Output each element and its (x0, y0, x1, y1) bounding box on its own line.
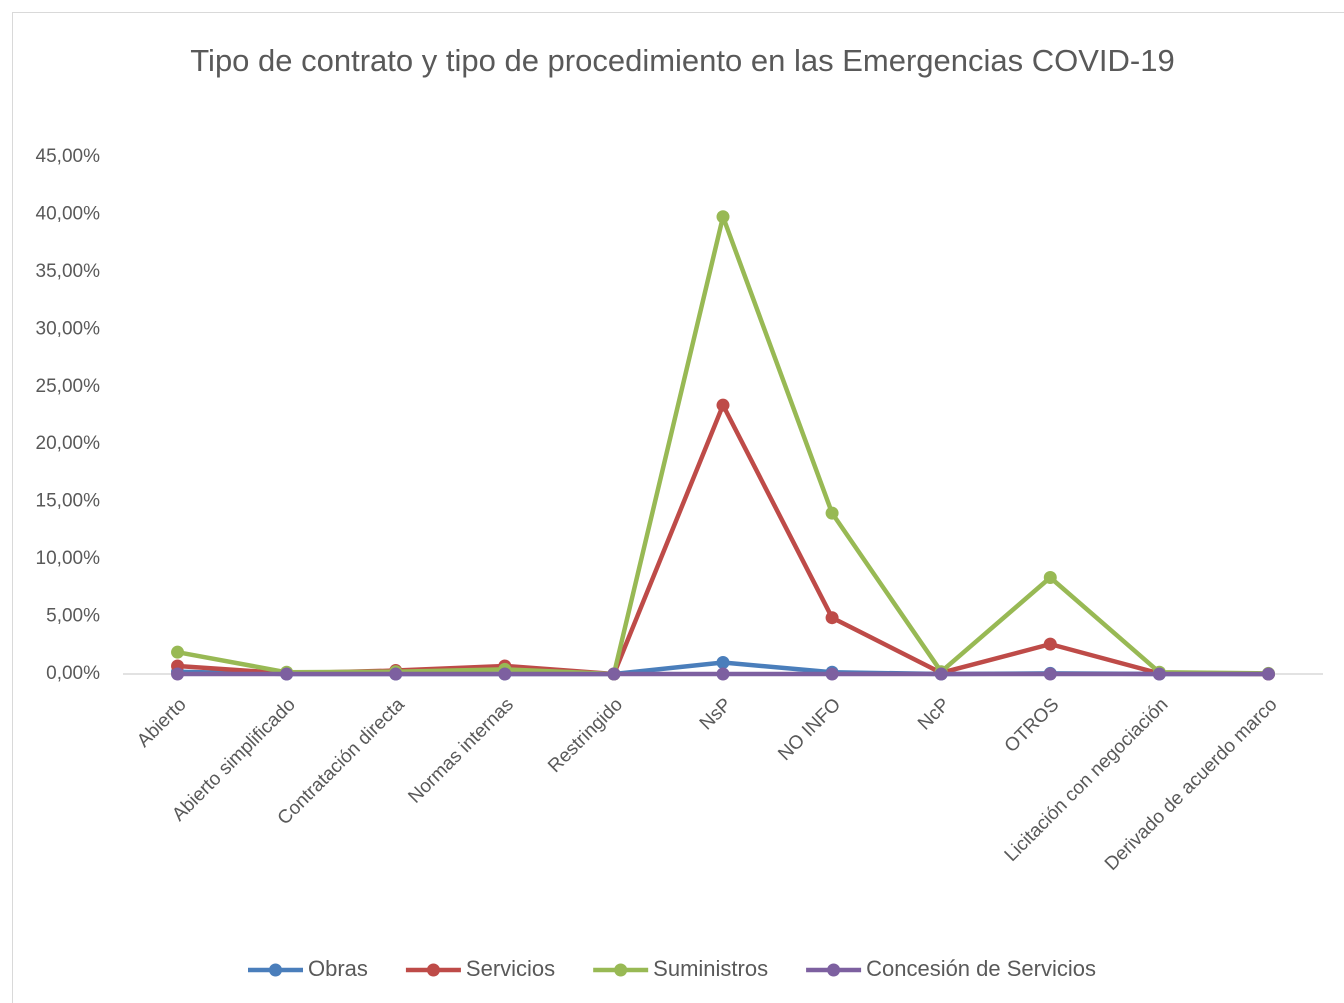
data-point (280, 667, 294, 681)
y-tick-label: 10,00% (36, 548, 101, 569)
legend-marker (827, 963, 841, 977)
y-tick-label: 35,00% (36, 261, 101, 282)
data-point (1043, 667, 1057, 681)
legend-label: Servicios (466, 956, 555, 981)
y-tick-label: 20,00% (36, 433, 101, 454)
chart-border (12, 12, 1344, 1003)
chart-title: Tipo de contrato y tipo de procedimiento… (190, 43, 1175, 78)
y-tick-label: 30,00% (36, 318, 101, 339)
data-point (607, 667, 621, 681)
x-tick-label: NO INFO (774, 694, 845, 765)
legend-label: Concesión de Servicios (866, 956, 1096, 981)
data-point (716, 398, 730, 412)
x-tick-label: Normas internas (404, 694, 517, 807)
data-point (1043, 570, 1057, 584)
data-point (716, 656, 730, 670)
series-line (177, 402, 1269, 677)
x-tick-label: NcP (914, 694, 954, 734)
data-point (1043, 637, 1057, 651)
legend-label: Obras (308, 956, 368, 981)
data-point (716, 210, 730, 224)
x-tick-label: Derivado de acuerdo marco (1101, 694, 1282, 875)
legend-label: Suministros (653, 956, 768, 981)
data-point (1152, 667, 1166, 681)
series-line (177, 214, 1269, 677)
legend-marker (269, 963, 282, 977)
x-tick-label: Abierto simplificado (168, 694, 299, 825)
y-tick-label: 25,00% (36, 376, 101, 397)
data-point (1261, 667, 1275, 681)
y-tick-label: 5,00% (46, 606, 100, 627)
y-tick-label: 15,00% (36, 491, 101, 512)
data-point (171, 667, 185, 681)
data-point (716, 667, 730, 681)
data-point (825, 506, 839, 520)
x-tick-label: OTROS (1001, 694, 1064, 757)
data-point (934, 667, 948, 681)
data-point (389, 667, 403, 681)
y-tick-label: 0,00% (46, 663, 100, 684)
data-point (171, 645, 185, 659)
legend-marker (614, 963, 628, 977)
x-tick-label: Restringido (544, 694, 627, 777)
data-point (825, 667, 839, 681)
legend-marker (426, 963, 440, 977)
data-point (825, 611, 839, 625)
y-tick-label: 45,00% (36, 146, 101, 167)
data-point (498, 667, 512, 681)
x-tick-label: NsP (696, 694, 736, 734)
y-tick-label: 40,00% (36, 203, 101, 224)
x-tick-label: Abierto (133, 694, 190, 751)
legend: Obras Servicios Suministros Concesión de Se… (248, 956, 1096, 981)
